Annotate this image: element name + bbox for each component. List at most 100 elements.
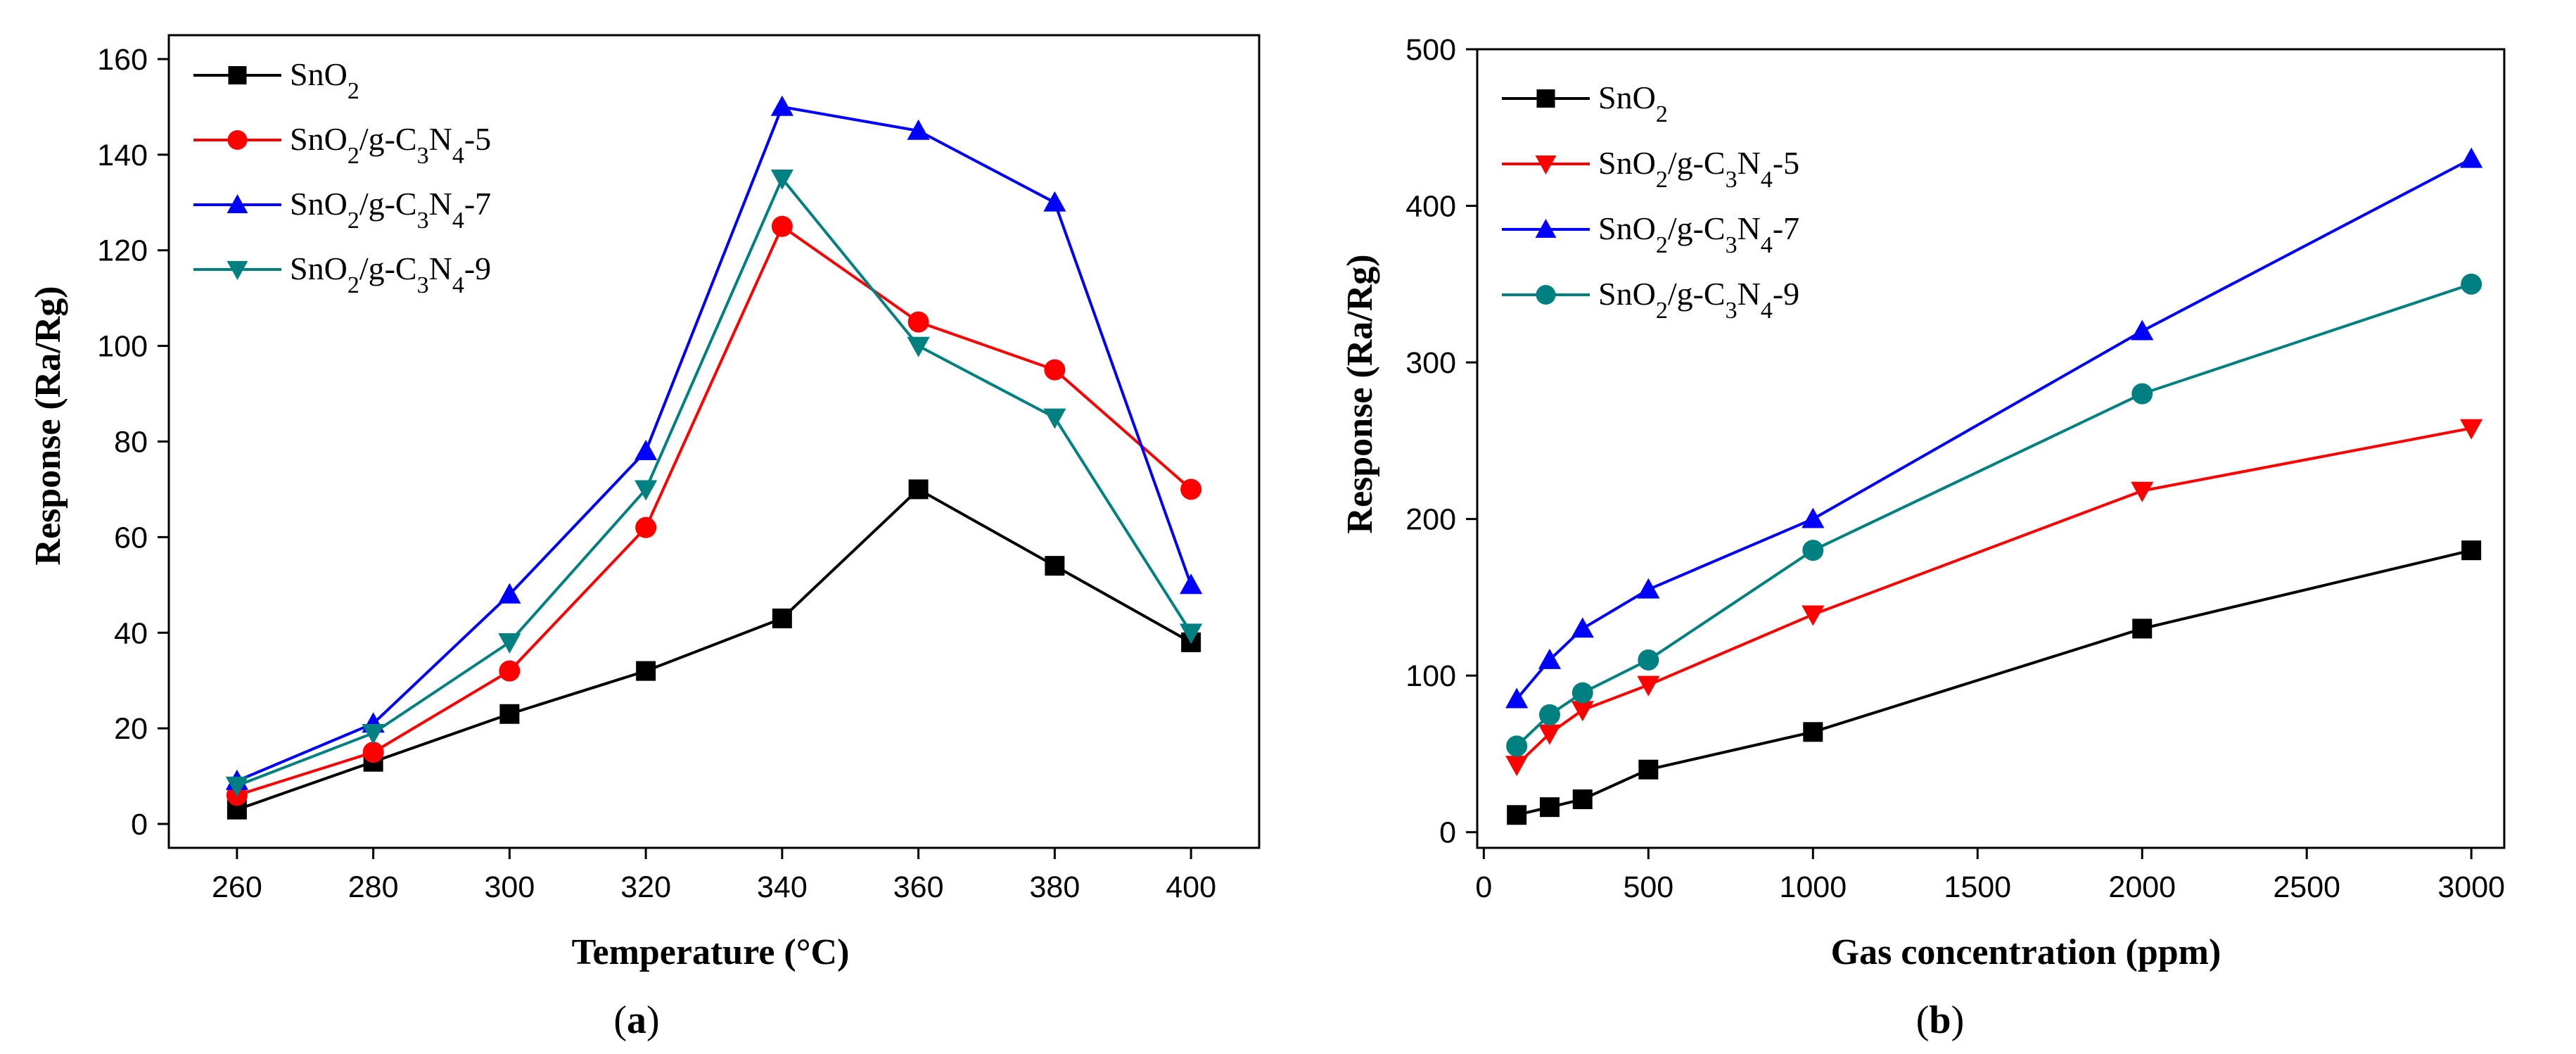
panel-a-data-point <box>772 608 792 628</box>
panel-b-legend-label: SnO2 <box>1598 80 1668 127</box>
panel-b-data-point <box>1571 701 1594 722</box>
panel-b-data-point <box>1505 756 1529 777</box>
panel-b-legend-label-part: /g-C <box>1668 276 1726 312</box>
panel-a-data-point <box>499 660 521 682</box>
panel-b-data-point <box>1538 648 1562 669</box>
panel-b-legend-label-part: SnO <box>1598 145 1656 181</box>
panel-a-legend-label-part: -7 <box>464 186 491 222</box>
panel-b-series-line <box>1516 549 2472 817</box>
panel-b-chart: Gas concentration (ppm) Response (Ra/Rg)… <box>1340 33 2506 1042</box>
panel-b-data-point <box>2131 481 2154 502</box>
panel-a-x-tick-label: 300 <box>485 870 535 904</box>
panel-a-legend-label-part: 4 <box>452 143 464 169</box>
panel-a-y-tick-label: 60 <box>114 521 148 554</box>
panel-a-data-point <box>499 704 520 724</box>
panel-b-legend-item: SnO2/g-C3N4-7 <box>1502 210 1799 258</box>
panel-b-x-tick-label: 1000 <box>1779 870 1847 904</box>
panel-b-legend-label-part: 3 <box>1726 167 1737 193</box>
panel-b-legend-label-part: -5 <box>1773 145 1799 181</box>
panel-a-data-point <box>498 633 521 654</box>
panel-a-data-point <box>636 661 656 681</box>
panel-a-plot-frame <box>167 34 1261 849</box>
panel-a-legend-label-part: 2 <box>347 272 359 298</box>
panel-b-x-tick-label: 3000 <box>2437 870 2505 904</box>
panel-a-data-point <box>362 742 384 763</box>
panel-a-data-point <box>635 516 657 538</box>
panel-b-series-line <box>1515 282 2472 747</box>
panel-b-legend-label-part: N <box>1737 276 1761 312</box>
panel-b-legend-label-part: /g-C <box>1668 145 1726 181</box>
panel-a-data-point <box>1180 623 1203 645</box>
panel-a-data-point <box>1043 191 1066 212</box>
panel-b-data-point <box>1571 682 1593 704</box>
panel-b-legend-label-part: 4 <box>1761 298 1773 324</box>
panel-b-data-point <box>1638 649 1659 671</box>
panel-a-legend-item: SnO2 <box>193 56 359 104</box>
panel-b-legend-label-part: 2 <box>1656 167 1668 193</box>
panel-b-y-tick-label: 200 <box>1405 503 1456 537</box>
panel-a-data-point <box>770 95 793 116</box>
panel-b-legend-label: SnO2/g-C3N4-7 <box>1598 210 1799 258</box>
panel-b-legend-label: SnO2/g-C3N4-9 <box>1598 276 1799 324</box>
panel-b-data-point <box>1507 805 1527 825</box>
panel-a-legend-label-part: /g-C <box>359 186 417 222</box>
panel-b-data-point <box>1538 704 1560 725</box>
panel-b-data-point <box>1538 724 1562 745</box>
panel-a-data-point <box>635 439 658 460</box>
panel-b-data-point <box>2460 147 2483 168</box>
panel-a-legend-label-part: 2 <box>347 208 359 234</box>
panel-a-data-point <box>907 311 929 333</box>
panel-b-data-point <box>2460 419 2483 440</box>
panel-a-y-tick-label: 0 <box>131 808 148 842</box>
panel-a-x-axis-label: Temperature (°C) <box>572 932 850 972</box>
panel-b-legend-label-part: SnO <box>1598 80 1656 115</box>
panel-a-x-tick-label: 360 <box>893 870 944 904</box>
panel-a-data-point <box>1045 556 1065 576</box>
panel-a-y-tick-label: 100 <box>97 330 148 364</box>
panel-a-legend-label-part: /g-C <box>359 121 417 157</box>
panel-b-data-point <box>1638 759 1659 780</box>
panel-a-legend-label: SnO2/g-C3N4-7 <box>290 186 491 234</box>
panel-a-series-4 <box>225 169 1203 797</box>
panel-b-plot-frame <box>1476 48 2506 849</box>
panel-a-y-tick-label: 40 <box>114 616 148 650</box>
panel-a-legend-item: SnO2/g-C3N4-7 <box>193 186 491 234</box>
panel-a-legend-marker <box>227 261 248 280</box>
panel-a-data-point <box>1180 478 1202 500</box>
panel-b-legend-label-part: 2 <box>1656 232 1668 258</box>
panel-b-x-tick-label: 1500 <box>1944 870 2011 904</box>
panel-b-y-tick-label: 400 <box>1405 190 1456 224</box>
panel-a-data-point <box>771 215 793 237</box>
panel-a-legend: SnO2SnO2/g-C3N4-5SnO2/g-C3N4-7SnO2/g-C3N… <box>193 56 491 298</box>
panel-a-chart: Temperature (°C) Response (Ra/Rg) (a) 26… <box>28 34 1261 1042</box>
panel-a-data-point <box>1180 573 1203 595</box>
panel-a-legend-marker <box>228 66 247 84</box>
panel-b-legend-item: SnO2/g-C3N4-5 <box>1502 145 1799 193</box>
panel-b-legend-label-part: -7 <box>1773 210 1799 246</box>
panel-a-data-point <box>635 480 658 501</box>
panel-a-data-point <box>907 119 930 140</box>
panel-b-legend-label-part: SnO <box>1598 276 1656 312</box>
panel-a-y-axis-label: Response (Ra/Rg) <box>28 286 68 565</box>
panel-b-legend-label-part: 3 <box>1726 298 1737 324</box>
panel-a-legend-label-part: N <box>429 250 452 286</box>
panel-b-y-axis-label: Response (Ra/Rg) <box>1340 254 1380 533</box>
panel-a-legend-marker <box>227 194 248 213</box>
panel-a-legend-label-part: 3 <box>417 208 429 234</box>
panel-b-data-point <box>2131 383 2153 405</box>
panel-a-series-line <box>236 177 1192 787</box>
panel-b-data-point <box>1802 540 1824 561</box>
panel-b-data-point <box>1506 735 1528 757</box>
panel-b-legend-marker <box>1536 89 1555 108</box>
panel-b-caption-letter: b <box>1929 998 1951 1042</box>
panel-a-legend-label-part: N <box>429 186 452 222</box>
panel-a-legend-label-part: 4 <box>452 208 464 234</box>
panel-a-y-tick-label: 140 <box>97 139 148 172</box>
panel-b-data-point <box>1539 797 1560 818</box>
panel-a-data-point <box>498 583 521 604</box>
panel-a-legend-label-part: SnO <box>290 250 347 286</box>
panel-b-legend-label-part: N <box>1737 145 1761 181</box>
panel-b-legend: SnO2SnO2/g-C3N4-5SnO2/g-C3N4-7SnO2/g-C3N… <box>1502 80 1799 324</box>
panel-a-series-1 <box>227 479 1201 820</box>
